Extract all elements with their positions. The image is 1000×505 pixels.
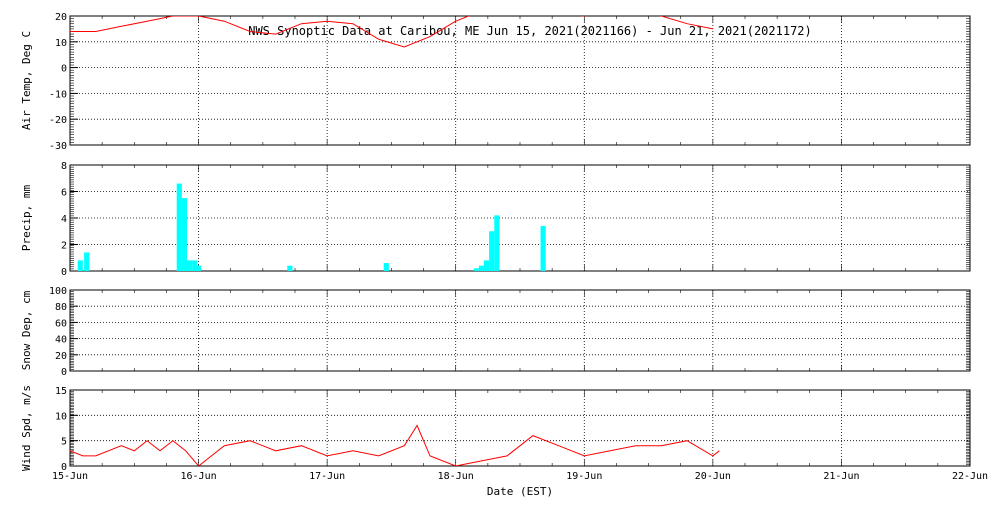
y-tick-label: 0 [61,267,67,278]
precip-bar [192,260,198,271]
y-tick-label: 80 [55,302,67,313]
y-tick-label: -20 [49,115,67,126]
y-tick-label: 0 [61,367,67,378]
series-line [70,424,720,466]
precip-bar [383,263,389,271]
x-tick-label: 17-Jun [309,471,345,482]
y-axis-title: Precip, mm [20,185,33,252]
x-tick-label: 16-Jun [181,471,217,482]
precip-bar [478,265,484,271]
precip-bar [540,225,546,271]
y-tick-label: 20 [55,12,67,23]
precip-bar [84,252,90,271]
precip-bar [489,231,495,271]
panel-marks [70,16,713,48]
y-tick-label: 60 [55,318,67,329]
y-axis-title: Wind Spd, m/s [20,385,33,471]
x-axis-title: Date (EST) [487,485,553,498]
y-axis-title: Snow Dep, cm [20,290,33,370]
panel-frame [69,389,971,467]
panel-marks [77,183,546,271]
y-tick-label: -30 [49,141,67,152]
x-tick-label: 20-Jun [695,471,731,482]
y-tick-label: 6 [61,188,67,199]
x-tick-label: 19-Jun [566,471,602,482]
precip-bar [484,260,490,271]
x-tick-label: 22-Jun [952,471,988,482]
x-tick-label: 18-Jun [438,471,474,482]
y-tick-label: 40 [55,335,67,346]
precip-bar [494,215,500,271]
precip-bar [287,265,293,271]
y-tick-label: 15 [55,386,67,397]
y-tick-label: 100 [49,286,67,297]
precip-bar [77,260,83,271]
y-tick-label: 0 [61,64,67,75]
y-tick-label: 0 [61,462,67,473]
y-tick-label: 10 [55,411,67,422]
precip-bar [187,260,193,271]
x-tick-label: 21-Jun [823,471,859,482]
panel-frame [69,289,971,372]
x-tick-label: 15-Jun [52,471,88,482]
y-tick-label: -10 [49,89,67,100]
y-axis-title: Air Temp, Deg C [20,31,33,130]
series-line [70,16,713,48]
panel-1: 20 10 0 -10 -20 -30 Air Temp, Deg C [20,12,971,152]
chart-title: NWS Synoptic Data at Caribou, ME Jun 15,… [248,24,812,38]
precip-bar [176,183,182,271]
y-tick-label: 4 [61,214,67,225]
precip-bar [181,198,187,271]
panel-4: 15 10 5 0 Wind Spd, m/s [20,385,971,473]
precip-bar [196,265,202,271]
panel-2: 8 6 4 2 0 Precip, mm [20,161,971,278]
panel-3: 100 80 60 40 20 0 Snow Dep, cm [20,286,971,378]
y-tick-label: 8 [61,161,67,172]
y-tick-label: 2 [61,241,67,252]
panel-marks [70,424,720,466]
y-tick-label: 20 [55,351,67,362]
y-tick-label: 5 [61,437,67,448]
precip-bar [473,268,479,271]
y-tick-label: 10 [55,38,67,49]
